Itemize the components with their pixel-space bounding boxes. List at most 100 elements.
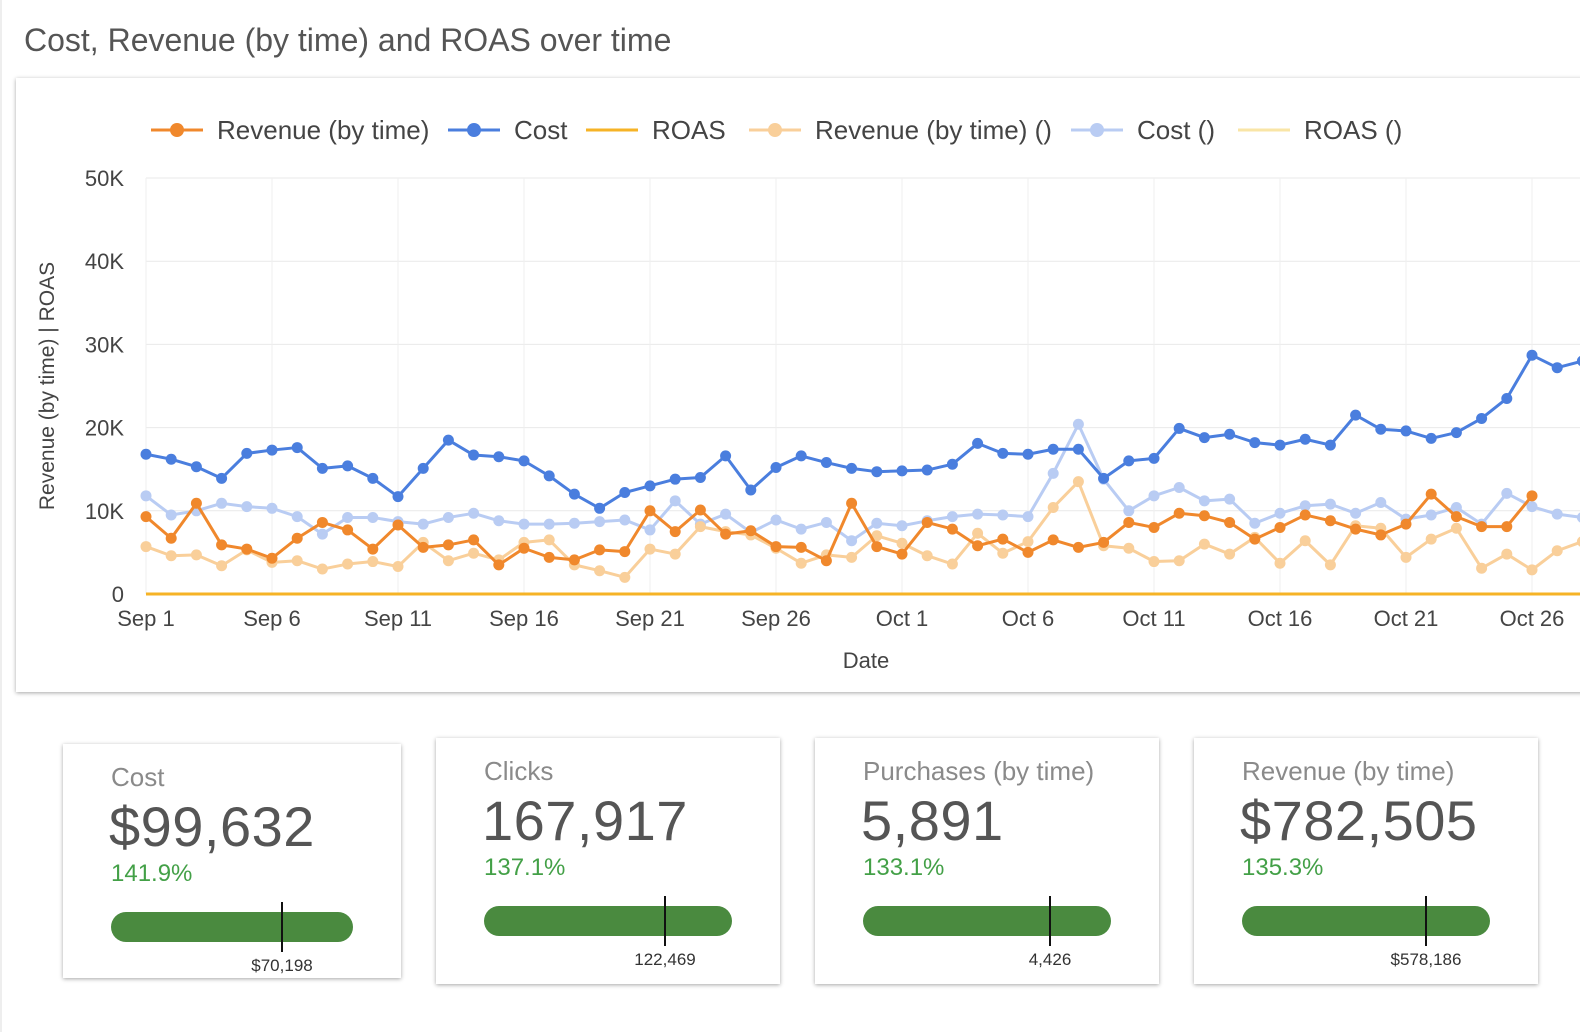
x-tick-label: Sep 16 <box>489 606 559 631</box>
data-point <box>1551 545 1563 557</box>
data-point <box>820 516 832 528</box>
data-point <box>1173 555 1185 567</box>
data-point <box>619 546 631 558</box>
data-point <box>1476 521 1488 533</box>
data-point <box>1148 452 1160 464</box>
data-point <box>997 533 1009 545</box>
data-point <box>241 543 253 555</box>
data-point <box>1249 533 1261 545</box>
data-point <box>1123 455 1135 467</box>
data-point <box>1072 418 1084 430</box>
kpi-label: Cost <box>111 762 165 792</box>
data-point <box>720 508 732 520</box>
x-tick-label: Oct 16 <box>1248 606 1313 631</box>
data-point <box>291 555 303 567</box>
data-point <box>1123 542 1135 554</box>
x-axis-title: Date <box>843 648 889 673</box>
data-point <box>1274 507 1286 519</box>
legend-swatch-marker <box>768 123 782 137</box>
legend-label: Revenue (by time) <box>217 115 429 145</box>
data-point <box>1526 490 1538 502</box>
legend-swatch-marker <box>170 123 184 137</box>
data-point <box>1576 356 1580 366</box>
data-point <box>1299 433 1311 445</box>
data-point <box>745 484 757 496</box>
data-point <box>216 539 228 551</box>
data-point <box>316 563 328 575</box>
data-point <box>1350 409 1362 421</box>
data-point <box>946 458 958 470</box>
data-point <box>770 462 782 474</box>
data-point <box>1274 521 1286 533</box>
data-point <box>1400 518 1412 530</box>
data-point <box>1123 516 1135 528</box>
kpi-target-value: 122,469 <box>634 950 696 969</box>
data-point <box>1274 439 1286 451</box>
kpi-change: 135.3% <box>1242 854 1324 881</box>
data-point <box>1551 508 1563 520</box>
data-point <box>543 551 555 563</box>
y-tick-label: 50K <box>85 166 124 191</box>
data-point <box>1047 443 1059 455</box>
data-point <box>1249 437 1261 449</box>
data-point <box>846 497 858 509</box>
data-point <box>1022 511 1034 523</box>
kpi-card-cost[interactable]: Cost $99,632 141.9% $70,198 <box>63 744 401 978</box>
data-point <box>518 518 530 530</box>
data-point <box>669 548 681 560</box>
data-point <box>846 462 858 474</box>
data-point <box>921 516 933 528</box>
legend-label: ROAS <box>652 115 726 145</box>
data-point <box>1425 488 1437 500</box>
data-point <box>493 451 505 463</box>
data-point <box>1072 541 1084 553</box>
kpi-label: Revenue (by time) <box>1242 756 1455 786</box>
data-point <box>493 515 505 527</box>
data-point <box>392 491 404 503</box>
legend-label: ROAS () <box>1304 115 1402 145</box>
data-point <box>190 549 202 561</box>
line-chart: 0 10K 20K 30K 40K 50K Sep 1 Sep 6 Sep 11 Sep 16 Se… <box>36 115 1580 673</box>
data-point <box>417 518 429 530</box>
data-point <box>1173 507 1185 519</box>
data-point <box>493 559 505 571</box>
data-point <box>316 528 328 540</box>
data-point <box>669 495 681 507</box>
data-point <box>316 462 328 474</box>
kpi-card-clicks[interactable]: Clicks 167,917 137.1% 122,469 <box>436 738 780 984</box>
data-point <box>442 434 454 446</box>
data-point <box>266 552 278 564</box>
data-point <box>367 511 379 523</box>
data-point <box>543 534 555 546</box>
data-point <box>594 502 606 514</box>
data-point <box>1450 511 1462 523</box>
line-chart-card[interactable]: 0 10K 20K 30K 40K 50K Sep 1 Sep 6 Sep 11 Sep 16 Se… <box>16 78 1580 692</box>
data-point <box>291 511 303 523</box>
data-point <box>1123 505 1135 517</box>
x-tick-label: Oct 21 <box>1374 606 1439 631</box>
data-point <box>1375 496 1387 508</box>
data-point <box>972 527 984 539</box>
data-point <box>1526 501 1538 513</box>
data-point <box>1375 529 1387 541</box>
data-point <box>1299 500 1311 512</box>
data-point <box>946 511 958 523</box>
y-axis-title: Revenue (by time) | ROAS <box>36 262 59 510</box>
data-point <box>1224 493 1236 505</box>
kpi-card-revenue[interactable]: Revenue (by time) $782,505 135.3% $578,1… <box>1194 738 1538 984</box>
page-title: Cost, Revenue (by time) and ROAS over ti… <box>24 22 672 58</box>
kpi-target-value: $70,198 <box>251 956 313 975</box>
y-tick-label: 30K <box>85 332 124 357</box>
data-point <box>291 442 303 454</box>
kpi-card-purchases[interactable]: Purchases (by time) 5,891 133.1% 4,426 <box>815 738 1159 984</box>
data-point <box>896 520 908 532</box>
data-point <box>1224 516 1236 528</box>
x-tick-label: Oct 11 <box>1122 606 1185 631</box>
data-point <box>871 466 883 478</box>
data-point <box>1198 510 1210 522</box>
kpi-progress-bar <box>484 906 732 936</box>
y-tick-label: 0 <box>112 582 124 607</box>
data-point <box>518 455 530 467</box>
data-point <box>1224 548 1236 560</box>
data-point <box>921 550 933 562</box>
